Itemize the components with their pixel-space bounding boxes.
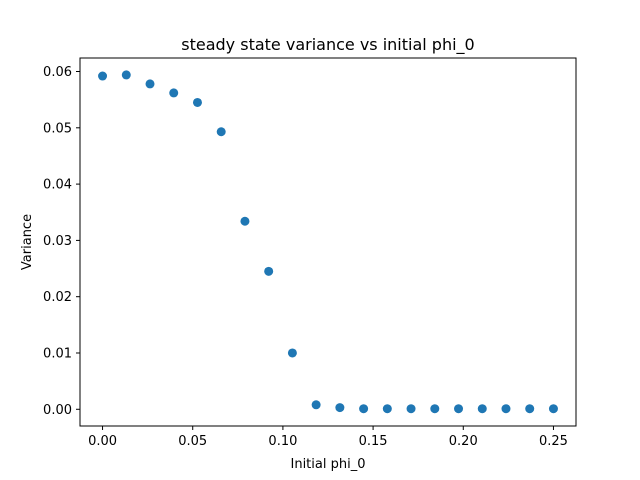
y-tick-label: 0.03 xyxy=(43,234,72,249)
y-tick-label: 0.02 xyxy=(43,290,72,305)
data-point xyxy=(501,404,511,414)
y-tick-label: 0.06 xyxy=(43,65,72,80)
chart-title: steady state variance vs initial phi_0 xyxy=(181,35,474,55)
axes-frame xyxy=(79,57,577,427)
data-point xyxy=(359,404,369,414)
data-point xyxy=(311,400,321,410)
data-point xyxy=(477,404,487,414)
y-tick-label: 0.00 xyxy=(43,403,72,418)
y-axis-ticks: 0.00 0.01 0.02 0.03 0.04 0.05 0.06 xyxy=(43,65,80,418)
x-tick-label: 0.25 xyxy=(539,434,568,449)
x-axis-label: Initial phi_0 xyxy=(291,457,366,472)
x-tick-label: 0.10 xyxy=(268,434,297,449)
data-point xyxy=(216,127,226,137)
data-point xyxy=(192,97,202,107)
data-points xyxy=(98,70,558,414)
x-tick-label: 0.15 xyxy=(359,434,388,449)
y-tick-label: 0.04 xyxy=(43,178,72,193)
data-point xyxy=(121,70,131,80)
x-tick-label: 0.20 xyxy=(449,434,478,449)
x-tick-label: 0.05 xyxy=(178,434,207,449)
data-point xyxy=(406,404,416,414)
data-point xyxy=(430,404,440,414)
data-point xyxy=(548,404,558,414)
data-point xyxy=(287,348,297,358)
x-axis-ticks: 0.00 0.05 0.10 0.15 0.20 0.25 xyxy=(88,426,568,449)
y-tick-label: 0.01 xyxy=(43,346,72,361)
data-point xyxy=(264,266,274,276)
data-point xyxy=(335,403,345,413)
data-point xyxy=(240,216,250,226)
y-tick-label: 0.05 xyxy=(43,121,72,136)
data-point xyxy=(169,88,179,98)
data-point xyxy=(525,404,535,414)
data-point xyxy=(382,404,392,414)
data-point xyxy=(454,404,464,414)
x-tick-label: 0.00 xyxy=(88,434,117,449)
data-point xyxy=(145,79,155,89)
data-point xyxy=(98,71,108,81)
y-axis-label: Variance xyxy=(20,214,35,270)
